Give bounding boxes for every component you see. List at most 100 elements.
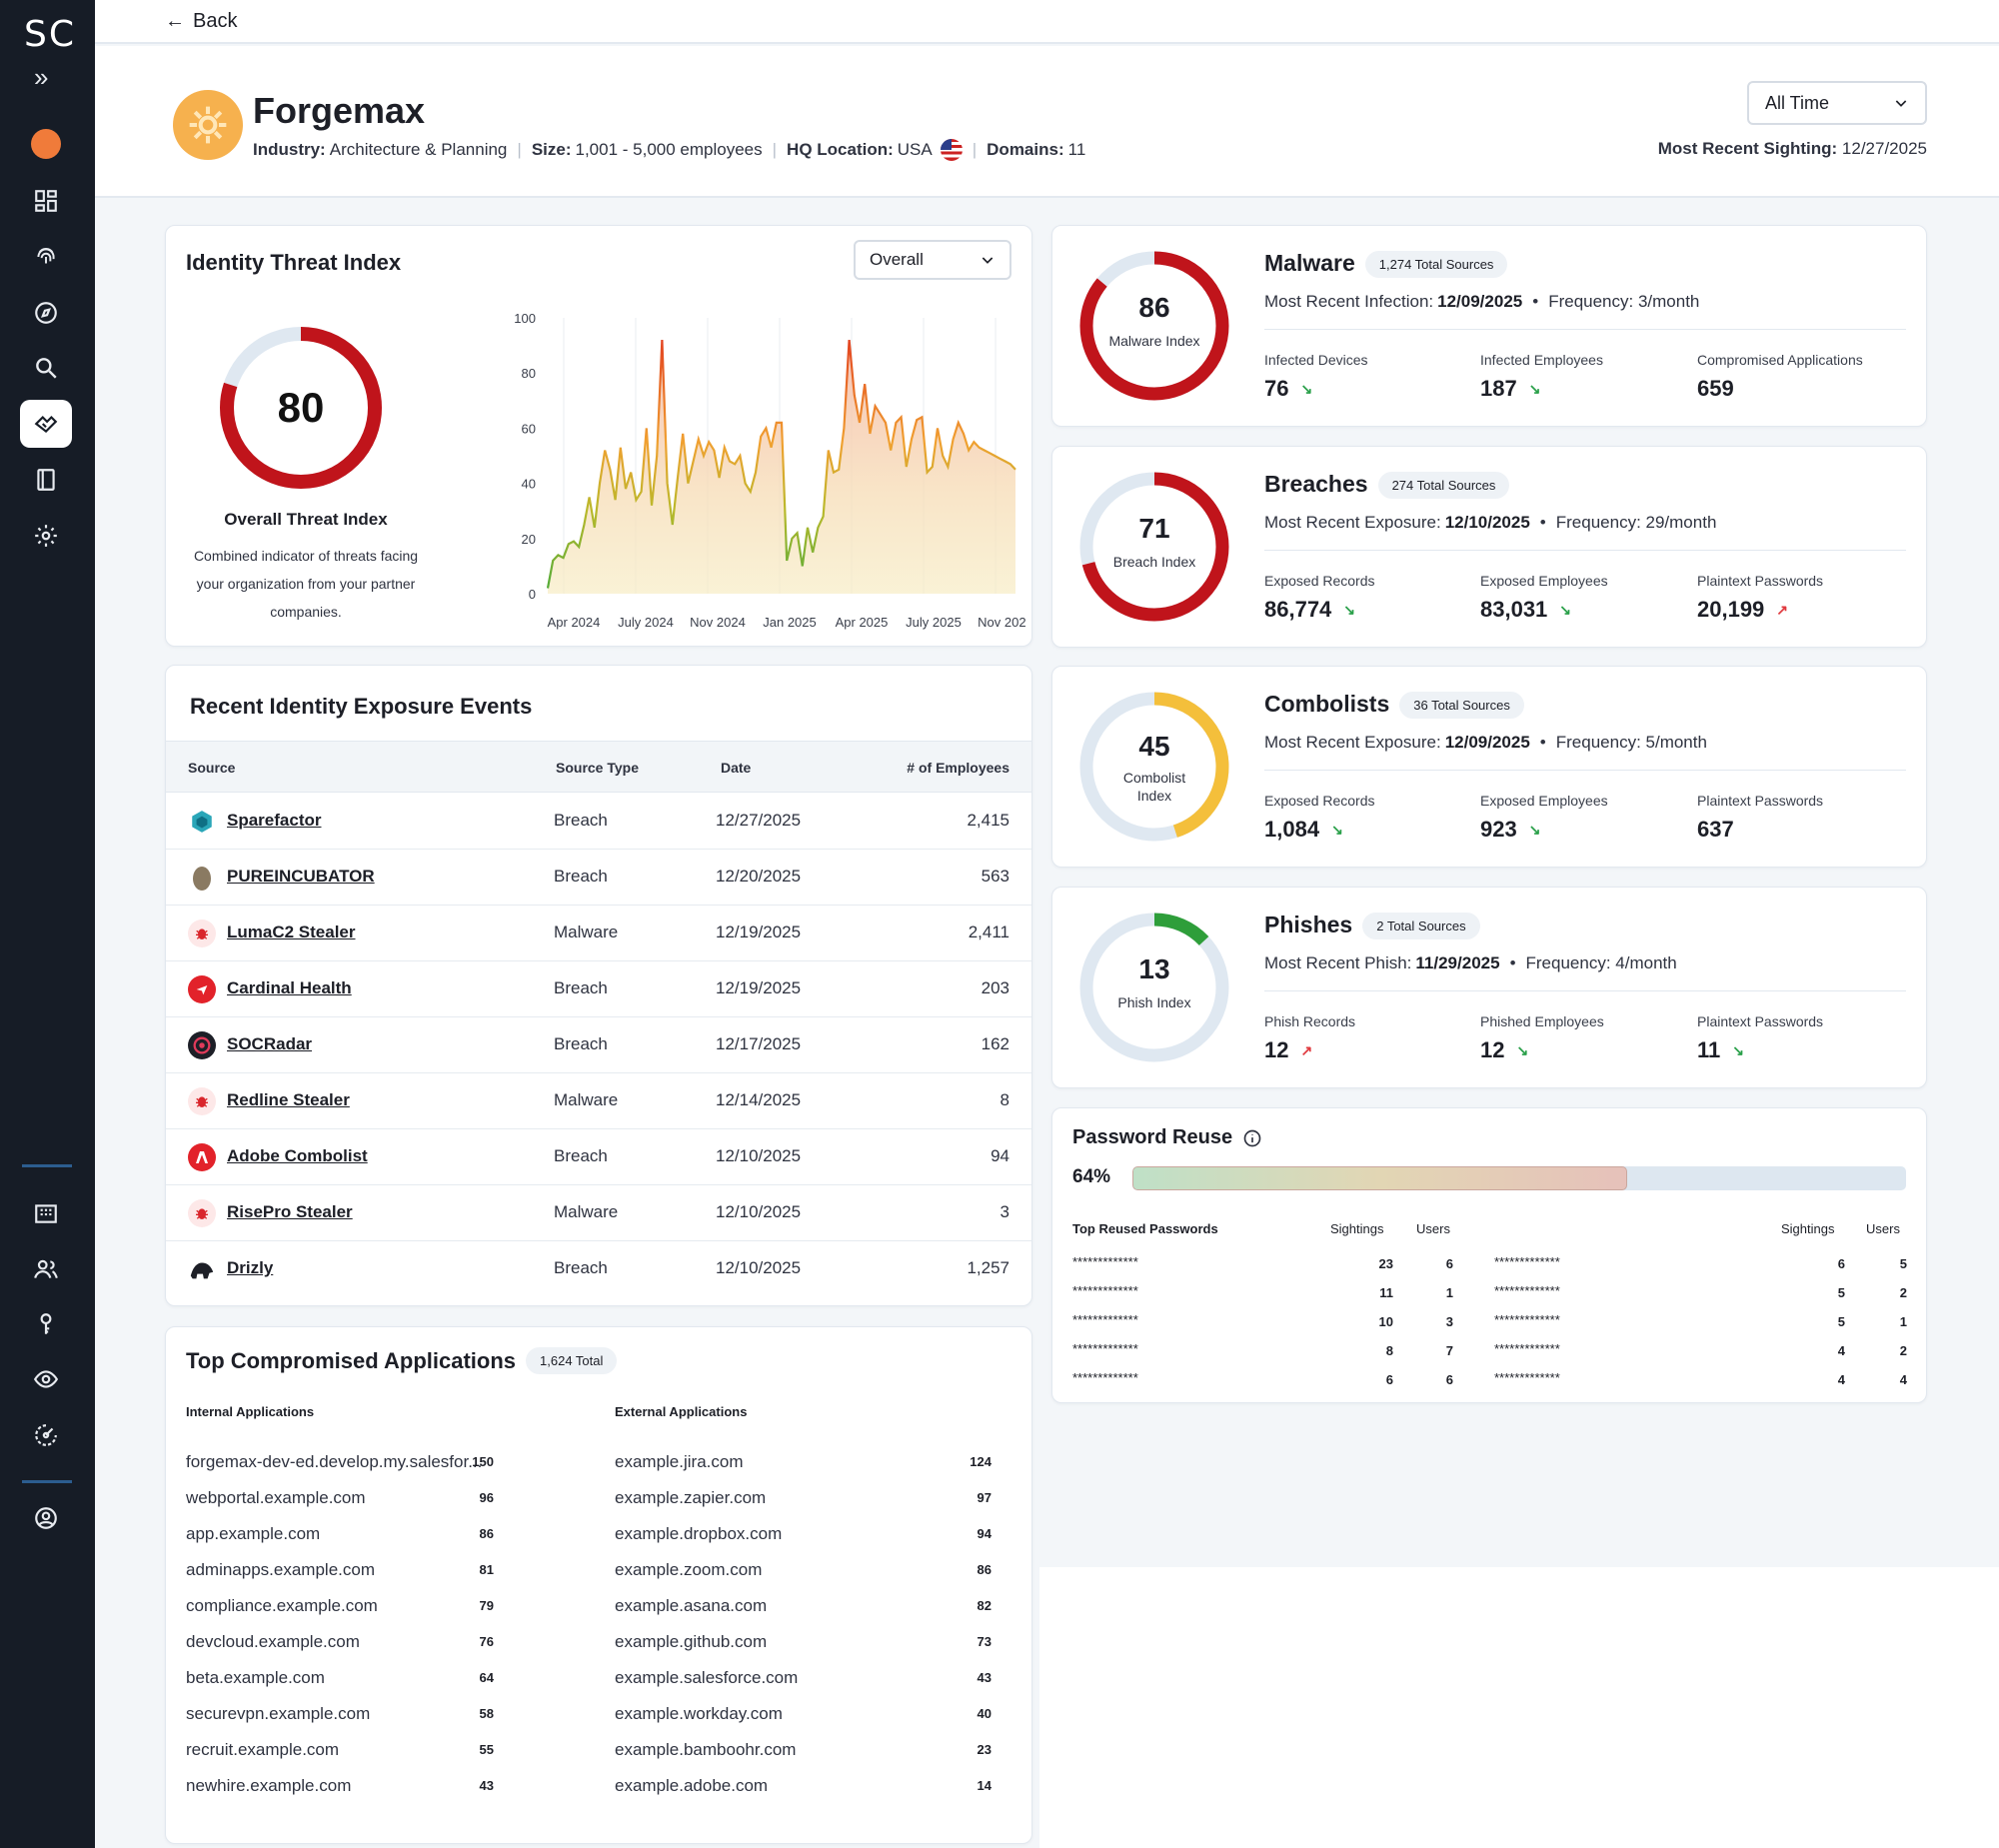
stat-value-row: 12 ↗ (1264, 1037, 1355, 1063)
bullet-separator: • (1539, 733, 1546, 752)
internal-app-name[interactable]: newhire.example.com (186, 1776, 352, 1795)
key-icon[interactable] (20, 1300, 72, 1348)
external-app-name[interactable]: example.asana.com (615, 1596, 768, 1615)
search-icon[interactable] (20, 344, 72, 392)
internal-app-name[interactable]: forgemax-dev-ed.develop.my.salesfor... (186, 1452, 483, 1471)
x-tick-label: Apr 2024 (548, 615, 601, 630)
table-row[interactable]: Cardinal Health Breach 12/19/2025 203 (166, 961, 1031, 1017)
metric-recent-line: Most Recent Exposure: 12/09/2025 • Frequenc… (1264, 733, 1707, 753)
trend-down-icon: ↘ (1331, 821, 1343, 838)
radar-icon[interactable] (20, 1411, 72, 1459)
index-gauge (1079, 692, 1229, 842)
internal-app-name[interactable]: app.example.com (186, 1524, 321, 1543)
gear-icon[interactable] (20, 512, 72, 560)
internal-app-name[interactable]: adminapps.example.com (186, 1560, 375, 1579)
table-row[interactable]: PUREINCUBATOR Breach 12/20/2025 563 (166, 850, 1031, 906)
metric-name: Combolists (1264, 691, 1390, 717)
internal-app-name[interactable]: devcloud.example.com (186, 1632, 360, 1651)
industry-value: Architecture & Planning (329, 140, 508, 159)
source-link[interactable]: SOCRadar (227, 1034, 313, 1053)
users-icon[interactable] (20, 1245, 72, 1293)
stat-label: Phished Employees (1480, 1013, 1604, 1029)
source-link[interactable]: LumaC2 Stealer (227, 923, 356, 941)
table-row[interactable]: Adobe Combolist Breach 12/10/2025 94 (166, 1129, 1031, 1185)
table-row[interactable]: SOCRadar Breach 12/17/2025 162 (166, 1017, 1031, 1073)
internal-app-name[interactable]: securevpn.example.com (186, 1704, 371, 1723)
x-tick-label: Apr 2025 (836, 615, 889, 630)
stat-value: 187 (1480, 376, 1517, 401)
source-link[interactable]: Cardinal Health (227, 978, 352, 997)
stat-block: Exposed Records 1,084 ↘ (1264, 793, 1375, 843)
building-icon[interactable] (20, 1189, 72, 1237)
recent-label: Most Recent Exposure: (1264, 733, 1441, 752)
internal-app-name[interactable]: recruit.example.com (186, 1740, 340, 1759)
sources-badge: 274 Total Sources (1377, 472, 1510, 500)
external-app-name[interactable]: example.zoom.com (615, 1560, 763, 1579)
sidebar: SC » (0, 0, 95, 1848)
external-app-name[interactable]: example.adobe.com (615, 1776, 769, 1795)
y-tick-label: 80 (522, 366, 536, 381)
index-gauge (1079, 913, 1229, 1062)
internal-app-name[interactable]: compliance.example.com (186, 1596, 378, 1615)
malware-bug-icon (188, 1199, 216, 1227)
source-link[interactable]: Redline Stealer (227, 1090, 350, 1109)
book-icon[interactable] (20, 456, 72, 504)
index-label: Combolist Index (1122, 770, 1186, 804)
handshake-icon[interactable] (20, 400, 72, 448)
table-row[interactable]: Sparefactor Breach 12/27/2025 2,415 (166, 794, 1031, 850)
external-app-name[interactable]: example.bamboohr.com (615, 1740, 797, 1759)
stat-label: Plaintext Passwords (1697, 573, 1824, 589)
employee-count: 8 (1000, 1090, 1009, 1109)
internal-app-count: 58 (479, 1706, 494, 1721)
radar-logo-icon (188, 1031, 216, 1059)
source-link[interactable]: Adobe Combolist (227, 1146, 368, 1165)
stat-label: Plaintext Passwords (1697, 1013, 1824, 1029)
external-app-name[interactable]: example.salesforce.com (615, 1668, 799, 1687)
source-link[interactable]: Sparefactor (227, 811, 322, 830)
time-range-select[interactable]: All Time (1747, 81, 1927, 125)
eye-icon[interactable] (20, 1355, 72, 1403)
account-icon[interactable] (20, 1494, 72, 1542)
stat-value-row: 637 (1697, 817, 1823, 843)
exposure-events-card: Recent Identity Exposure Events Source S… (165, 665, 1032, 1306)
stat-label: Infected Employees (1480, 352, 1603, 368)
expand-sidebar-icon[interactable]: » (34, 62, 49, 92)
internal-app-name[interactable]: beta.example.com (186, 1668, 325, 1687)
table-row[interactable]: RisePro Stealer Malware 12/10/2025 3 (166, 1185, 1031, 1241)
threat-filter-select[interactable]: Overall (854, 240, 1011, 280)
hexagon-logo-icon (188, 808, 216, 836)
internal-app-name[interactable]: webportal.example.com (186, 1488, 366, 1507)
table-row[interactable]: Redline Stealer Malware 12/14/2025 8 (166, 1073, 1031, 1129)
table-row[interactable]: Drizly Breach 12/10/2025 1,257 (166, 1241, 1031, 1297)
external-app-name[interactable]: example.dropbox.com (615, 1524, 783, 1543)
external-app-name[interactable]: example.zapier.com (615, 1488, 767, 1507)
source-link[interactable]: RisePro Stealer (227, 1202, 353, 1221)
overall-threat-gauge: 80 (220, 327, 382, 489)
source-link[interactable]: PUREINCUBATOR (227, 867, 375, 886)
masked-password: ************* (1072, 1341, 1138, 1356)
index-value: 71 (1138, 513, 1170, 544)
apps-total-badge: 1,624 Total (526, 1347, 618, 1374)
source-link[interactable]: Drizly (227, 1258, 274, 1277)
dashboard-icon[interactable] (20, 177, 72, 225)
fingerprint-icon[interactable] (20, 233, 72, 281)
compass-icon[interactable] (20, 289, 72, 337)
external-app-name[interactable]: example.workday.com (615, 1704, 783, 1723)
back-button[interactable]: ← Back (165, 10, 237, 33)
external-app-name[interactable]: example.jira.com (615, 1452, 744, 1471)
stat-label: Infected Devices (1264, 352, 1368, 368)
users-count: 2 (1899, 1343, 1907, 1358)
threat-index-chart: 0 20 40 60 80 100 Apr 2024 July 2024 Nov 2024 Ja… (514, 311, 1025, 630)
x-tick-label: Nov 2024 (690, 615, 746, 630)
app-logo: SC (24, 14, 76, 55)
sightings-count: 8 (1385, 1343, 1393, 1358)
masked-password: ************* (1494, 1341, 1560, 1356)
table-row[interactable]: LumaC2 Stealer Malware 12/19/2025 2,411 (166, 906, 1031, 961)
employee-count: 1,257 (967, 1258, 1009, 1277)
profile-dot-icon[interactable] (20, 120, 72, 168)
external-app-name[interactable]: example.github.com (615, 1632, 768, 1651)
bullet-separator: • (1539, 513, 1546, 532)
users-count: 1 (1899, 1314, 1907, 1329)
event-date: 12/10/2025 (716, 1146, 802, 1165)
info-icon[interactable] (1242, 1128, 1262, 1148)
